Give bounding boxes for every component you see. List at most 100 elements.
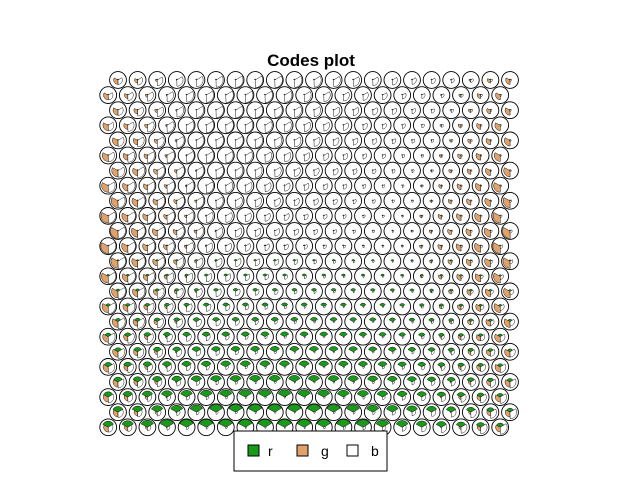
- unit-wedge-r: [308, 346, 319, 353]
- unit-wedge-b: [274, 166, 282, 178]
- unit-wedge-b: [225, 365, 229, 370]
- unit-wedge-b: [411, 138, 415, 144]
- unit-wedge-b: [215, 349, 220, 356]
- unit-wedge-b: [166, 425, 171, 431]
- unit-wedge-g: [503, 318, 511, 328]
- unit-wedge-b: [205, 364, 210, 371]
- unit-wedge-b: [225, 151, 234, 164]
- unit-wedge-b: [235, 166, 244, 179]
- unit-wedge-b: [274, 258, 280, 266]
- unit-wedge-r: [388, 317, 396, 322]
- unit-wedge-g: [494, 152, 501, 162]
- unit-wedge-b: [343, 275, 346, 279]
- unit-wedge-b: [401, 335, 405, 339]
- unit-wedge-b: [186, 211, 195, 224]
- unit-wedge-b: [205, 151, 214, 164]
- unit-wedge-b: [215, 227, 223, 238]
- unit-wedge-b: [333, 259, 337, 264]
- unit-wedge-b: [215, 166, 224, 179]
- unit-wedge-r: [277, 419, 292, 428]
- unit-wedge-b: [117, 226, 126, 239]
- unit-wedge-b: [176, 348, 182, 357]
- unit-wedge-b: [215, 75, 224, 88]
- unit-wedge-b: [333, 290, 336, 294]
- unit-wedge-g: [485, 167, 491, 176]
- unit-wedge-b: [401, 424, 407, 432]
- unit-wedge-g: [466, 198, 472, 206]
- unit-wedge-b: [196, 76, 204, 87]
- unit-wedge-b: [470, 349, 475, 356]
- unit-wedge-b: [196, 136, 205, 149]
- unit-wedge-b: [137, 409, 143, 418]
- legend-label-b: b: [371, 443, 379, 459]
- unit-wedge-b: [245, 304, 250, 311]
- unit-wedge-b: [421, 275, 424, 278]
- unit-wedge-g: [447, 228, 452, 235]
- unit-wedge-r: [426, 376, 437, 383]
- unit-wedge-g: [447, 259, 452, 265]
- unit-wedge-b: [470, 169, 473, 173]
- unit-wedge-b: [235, 136, 244, 149]
- unit-wedge-b: [352, 320, 355, 324]
- unit-wedge-b: [450, 139, 454, 143]
- unit-wedge-b: [117, 166, 125, 178]
- unit-wedge-r: [340, 302, 347, 307]
- unit-wedge-r: [417, 362, 427, 368]
- unit-wedge-r: [258, 389, 272, 398]
- unit-wedge-b: [323, 305, 326, 309]
- unit-wedge-b: [362, 244, 365, 248]
- unit-wedge-b: [372, 410, 376, 415]
- unit-wedge-b: [107, 393, 115, 403]
- unit-wedge-b: [284, 213, 290, 221]
- unit-wedge-r: [377, 361, 388, 368]
- unit-wedge-b: [147, 241, 156, 254]
- unit-wedge-b: [313, 136, 321, 147]
- unit-wedge-b: [107, 151, 115, 163]
- unit-wedge-b: [235, 258, 242, 267]
- unit-wedge-g: [419, 275, 423, 279]
- unit-wedge-b: [294, 136, 302, 148]
- unit-wedge-b: [480, 274, 484, 280]
- unit-wedge-b: [284, 426, 287, 429]
- unit-wedge-b: [382, 305, 385, 308]
- unit-wedge-b: [176, 287, 184, 299]
- unit-wedge-b: [117, 348, 125, 359]
- unit-wedge-r: [261, 302, 269, 307]
- chart-title: Codes plot: [267, 51, 355, 70]
- unit-wedge-r: [218, 419, 233, 428]
- unit-wedge-b: [107, 122, 114, 132]
- unit-wedge-b: [509, 169, 512, 173]
- unit-wedge-r: [336, 419, 351, 428]
- legend-label-r: r: [268, 443, 273, 459]
- legend: r g b: [233, 430, 388, 472]
- unit-wedge-r: [368, 346, 378, 353]
- unit-wedge-r: [267, 404, 282, 413]
- unit-wedge-b: [107, 272, 116, 285]
- unit-wedge-b: [284, 274, 288, 280]
- unit-wedge-g: [429, 199, 432, 203]
- unit-wedge-r: [191, 346, 202, 353]
- unit-wedge-b: [333, 381, 336, 384]
- unit-wedge-r: [307, 375, 320, 383]
- unit-wedge-b: [323, 213, 328, 220]
- unit-wedge-b: [225, 181, 234, 193]
- unit-wedge-r: [319, 331, 329, 337]
- unit-wedge-b: [176, 76, 184, 87]
- unit-wedge-b: [372, 260, 375, 263]
- unit-wedge-b: [303, 274, 307, 279]
- unit-wedge-r: [349, 317, 357, 322]
- unit-wedge-r: [289, 346, 300, 353]
- unit-wedge-b: [392, 229, 395, 233]
- unit-wedge-b: [460, 214, 463, 218]
- unit-wedge-b: [147, 181, 156, 194]
- unit-wedge-b: [343, 183, 348, 190]
- unit-wedge-r: [418, 332, 426, 337]
- unit-wedge-g: [487, 78, 491, 84]
- unit-wedge-b: [382, 123, 387, 130]
- unit-wedge-b: [362, 183, 367, 189]
- unit-wedge-r: [257, 419, 273, 428]
- unit-wedge-b: [235, 380, 239, 385]
- unit-wedge-b: [166, 364, 172, 372]
- unit-wedge-r: [359, 302, 367, 307]
- unit-wedge-b: [509, 348, 516, 358]
